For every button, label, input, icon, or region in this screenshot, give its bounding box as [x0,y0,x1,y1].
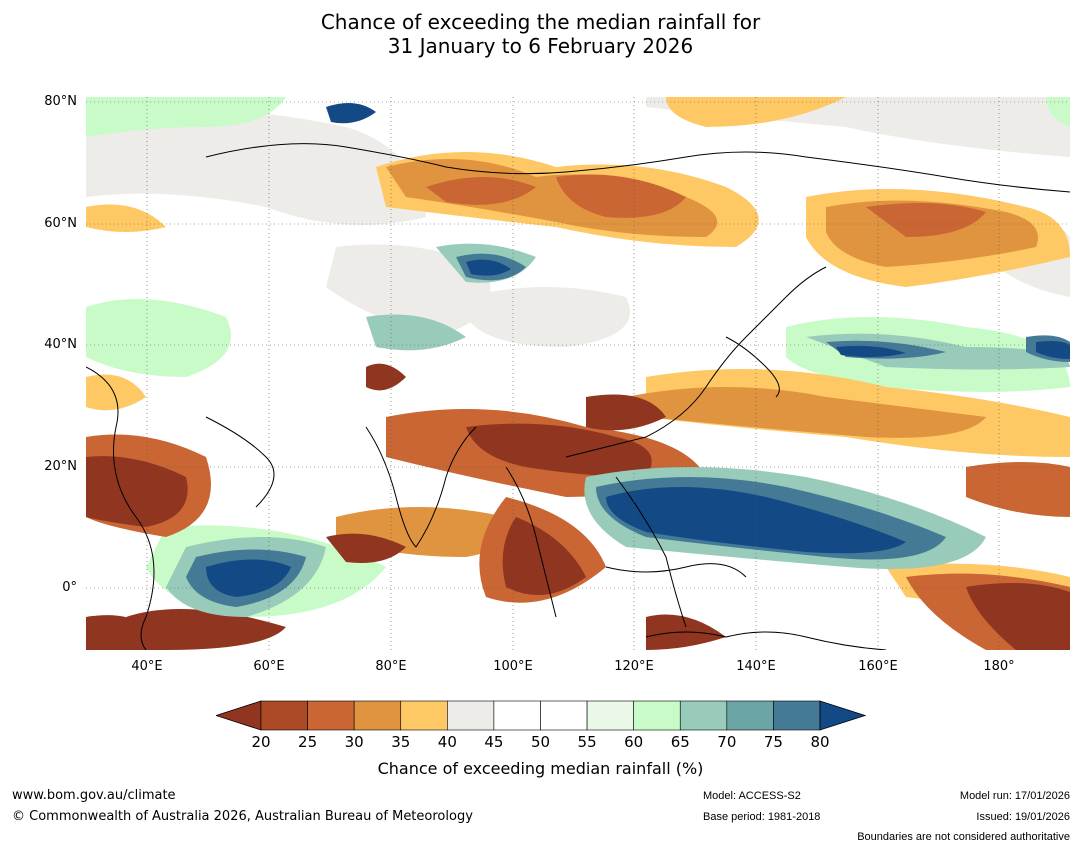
lon-label-160e: 160°E [858,659,898,674]
footer-model: Model: ACCESS-S2 [703,790,801,802]
lon-label-100e: 100°E [493,659,533,674]
lon-label-120e: 120°E [614,659,654,674]
colorbar-cell [447,700,495,731]
colorbar-cell [400,700,448,731]
colorbar-cell [679,700,728,731]
colorbar-tick-label: 30 [344,733,364,751]
lon-label-60e: 60°E [253,659,285,674]
colorbar-label: Chance of exceeding median rainfall (%) [377,759,704,778]
footer-url[interactable]: www.bom.gov.au/climate [12,788,176,803]
colorbar-low-extension [216,700,262,731]
colorbar-tick-label: 60 [624,733,644,751]
colorbar-tick-label: 65 [670,733,690,751]
lon-label-40e: 40°E [131,659,163,674]
map-title: Chance of exceeding the median rainfall … [0,10,1081,58]
lon-label-80e: 80°E [375,659,407,674]
colorbar-tick-label: 70 [717,733,737,751]
footer-disclaimer: Boundaries are not considered authoritat… [857,831,1070,843]
footer-base-period: Base period: 1981-2018 [703,811,821,823]
lat-label-40n: 40°N [44,337,77,352]
colorbar-tick-label: 55 [577,733,597,751]
colorbar-tick-label: 20 [251,733,271,751]
footer-issued: Issued: 19/01/2026 [976,811,1070,823]
lat-label-0: 0° [62,580,77,595]
title-line-1: Chance of exceeding the median rainfall … [320,10,761,34]
colorbar-tick-label: 35 [391,733,411,751]
footer-copyright: © Commonwealth of Australia 2026, Austra… [12,809,473,824]
colorbar-cell [726,700,774,731]
colorbar-cell [307,700,355,731]
colorbar-cell [586,700,634,731]
rainfall-map [86,97,1070,650]
lon-label-140e: 140°E [736,659,776,674]
colorbar-tick-label: 75 [763,733,783,751]
colorbar-cell [260,700,308,731]
colorbar-tick-label: 45 [484,733,504,751]
colorbar [216,700,866,731]
colorbar-tick-label: 40 [437,733,457,751]
lat-label-20n: 20°N [44,459,77,474]
footer-model-run: Model run: 17/01/2026 [959,790,1070,802]
lat-label-80n: 80°N [44,94,77,109]
colorbar-cell [633,700,681,731]
colorbar-cell [353,700,402,731]
colorbar-high-extension [819,700,866,731]
colorbar-tick-label: 50 [530,733,551,751]
map-field [86,97,1070,650]
colorbar-cell [773,700,821,731]
title-line-2: 31 January to 6 February 2026 [387,34,694,58]
colorbar-tick-label: 25 [298,733,318,751]
lat-label-60n: 60°N [44,216,77,231]
lon-label-180: 180° [983,659,1015,674]
colorbar-tick-label: 80 [810,733,830,751]
colorbar-cell [540,700,588,731]
colorbar-cell [493,700,541,731]
